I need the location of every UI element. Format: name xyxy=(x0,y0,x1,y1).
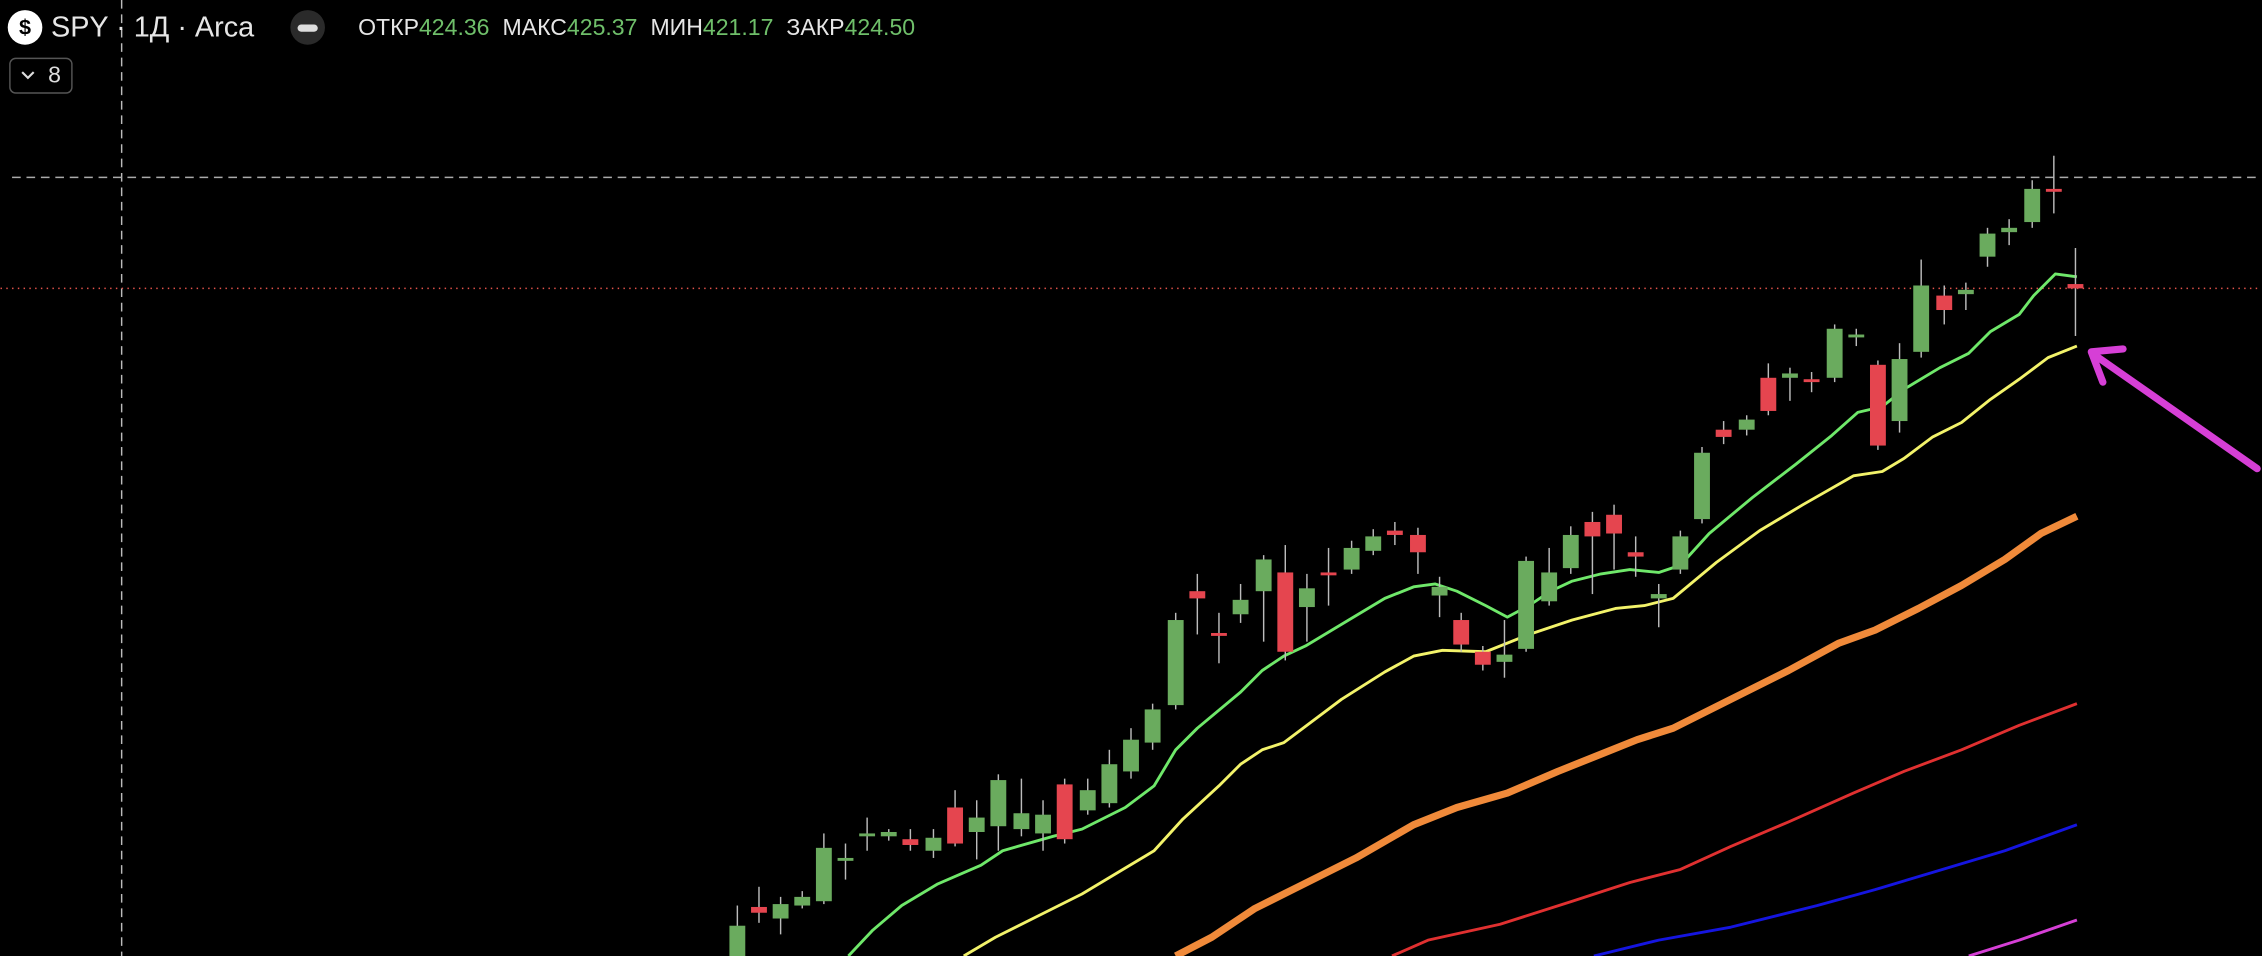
candle-body xyxy=(880,831,897,837)
ohlc-label: ЗАКР xyxy=(786,14,844,40)
candle-body xyxy=(1562,534,1579,569)
candle-body xyxy=(990,780,1007,827)
candle-body xyxy=(1298,588,1315,608)
candle-body xyxy=(794,896,811,906)
candle-body xyxy=(1979,233,1996,257)
ohlc-value: 421.17 xyxy=(703,14,774,40)
candle-body xyxy=(751,906,767,913)
ohlc-values: ОТКР424.36 МАКС425.37 МИН421.17 ЗАКР424.50 xyxy=(358,14,915,40)
candle-body xyxy=(837,857,854,861)
candle-body xyxy=(1869,364,1886,446)
indicators-toggle[interactable] xyxy=(9,57,73,94)
candle-body xyxy=(1013,813,1030,830)
candle-body xyxy=(1738,419,1755,430)
candle-body xyxy=(1277,572,1294,652)
moving-average xyxy=(1391,702,2078,956)
moving-average xyxy=(1968,918,2078,956)
candle-body xyxy=(1848,334,1865,338)
candle-body xyxy=(1189,591,1206,599)
plot xyxy=(729,155,2084,956)
candle-body xyxy=(1410,534,1426,553)
candle-body xyxy=(1453,620,1470,645)
candle-body xyxy=(1386,530,1403,535)
symbol-title[interactable]: SPY · 1Д · Arca xyxy=(51,11,255,43)
candle-body xyxy=(1365,536,1382,551)
candle-body xyxy=(2045,188,2062,192)
candle-body xyxy=(1496,654,1513,662)
candle-body xyxy=(1056,784,1073,840)
candle-body xyxy=(1320,572,1337,576)
candle-body xyxy=(1584,521,1601,537)
candle-body xyxy=(1957,289,1974,295)
candle-body xyxy=(1255,559,1272,592)
header: $ SPY · 1Д · Arca ОТКР424.36 МАКС425.37 МИ… xyxy=(7,10,915,94)
candle-body xyxy=(1474,651,1491,665)
candle-body xyxy=(1694,452,1710,520)
ohlc-value: 425.37 xyxy=(567,14,638,40)
candle-body xyxy=(1760,377,1777,411)
candle-body xyxy=(925,837,942,851)
ohlc-label: МИН xyxy=(650,14,702,40)
candle-body xyxy=(1913,285,1930,352)
moving-average xyxy=(1174,512,2079,956)
toggle-icon xyxy=(297,24,318,32)
candle-body xyxy=(1211,633,1227,636)
candle-body xyxy=(859,833,876,837)
candle-body xyxy=(1101,764,1118,804)
candle-body xyxy=(1782,373,1798,378)
symbol-icon-glyph: $ xyxy=(19,15,31,40)
candle-body xyxy=(1079,790,1096,811)
candle-body xyxy=(2067,284,2084,289)
candle-body xyxy=(1518,560,1535,649)
candle-body xyxy=(729,925,746,956)
candle-body xyxy=(1431,586,1448,596)
ohlc-label: МАКС xyxy=(502,14,566,40)
candle-body xyxy=(772,904,789,919)
candle-body xyxy=(1144,709,1161,743)
ohlc-value: 424.50 xyxy=(845,14,916,40)
chevron xyxy=(21,71,35,80)
arrow-shaft xyxy=(2090,351,2261,473)
candle-body xyxy=(1123,739,1139,772)
candle-body xyxy=(815,847,832,902)
candle-body xyxy=(1627,552,1644,557)
candle-body xyxy=(902,839,919,845)
candle-body xyxy=(1672,536,1689,570)
candle-body xyxy=(1232,599,1249,615)
candle-body xyxy=(1541,572,1558,602)
candle-body xyxy=(1936,295,1953,311)
ohlc-label: ОТКР xyxy=(358,14,419,40)
candle-body xyxy=(1891,359,1908,422)
candle-body xyxy=(1606,514,1622,534)
indicators-count: 8 xyxy=(48,62,61,88)
candle-body xyxy=(968,817,985,832)
candle-body xyxy=(1803,379,1820,383)
candle-body xyxy=(1035,814,1051,834)
annotation-arrow xyxy=(2087,345,2261,473)
candle-body xyxy=(1343,547,1360,570)
candle-body xyxy=(2024,188,2041,223)
moving-average xyxy=(1593,823,2078,956)
candle-body xyxy=(1715,429,1732,437)
candle-body xyxy=(2001,227,2018,233)
candle-body xyxy=(1650,594,1667,599)
candle-body xyxy=(1826,328,1843,378)
candle-body xyxy=(947,807,964,844)
candle-body xyxy=(1167,620,1184,706)
ohlc-value: 424.36 xyxy=(419,14,490,40)
symbol-icon xyxy=(7,10,43,45)
arrow-head xyxy=(2087,345,2127,386)
